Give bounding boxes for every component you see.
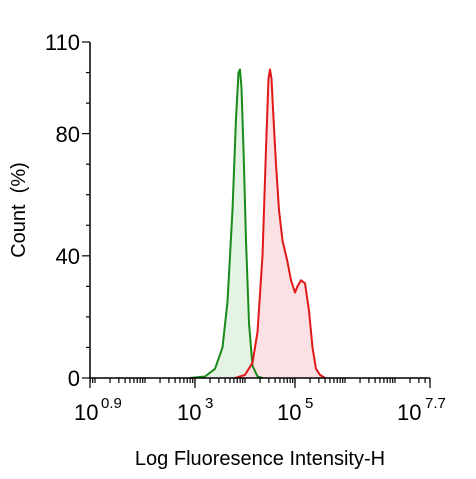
x-tick-label-0.9: 10 0.9 <box>74 395 122 425</box>
series-0-line <box>189 68 263 379</box>
series-1-line <box>234 68 326 379</box>
x-tick-exponent: 5 <box>305 395 313 412</box>
ticks <box>82 41 431 388</box>
x-tick-base: 10 <box>277 400 301 425</box>
x-tick-exponent: 3 <box>205 395 213 412</box>
x-tick-label-7.7: 10 7.7 <box>397 395 446 425</box>
y-axis-title: Count (%) <box>8 162 30 258</box>
x-tick-base: 10 <box>74 400 98 425</box>
x-tick-label-5: 10 5 <box>277 395 313 425</box>
x-tick-base: 10 <box>177 400 201 425</box>
x-tick-label-3: 10 3 <box>177 395 213 425</box>
x-tick-exponent: 0.9 <box>101 395 122 412</box>
plot-area <box>189 68 326 379</box>
x-tick-base: 10 <box>397 400 421 425</box>
x-axis-title: Log Fluoresence Intensity-H <box>135 448 385 470</box>
y-tick-label-110: 110 <box>45 30 80 55</box>
y-tick-label-0: 0 <box>68 366 80 391</box>
x-tick-exponent: 7.7 <box>425 395 446 412</box>
series-0-area <box>190 69 263 378</box>
y-tick-label-80: 80 <box>56 122 80 147</box>
y-tick-label-40: 40 <box>56 244 80 269</box>
